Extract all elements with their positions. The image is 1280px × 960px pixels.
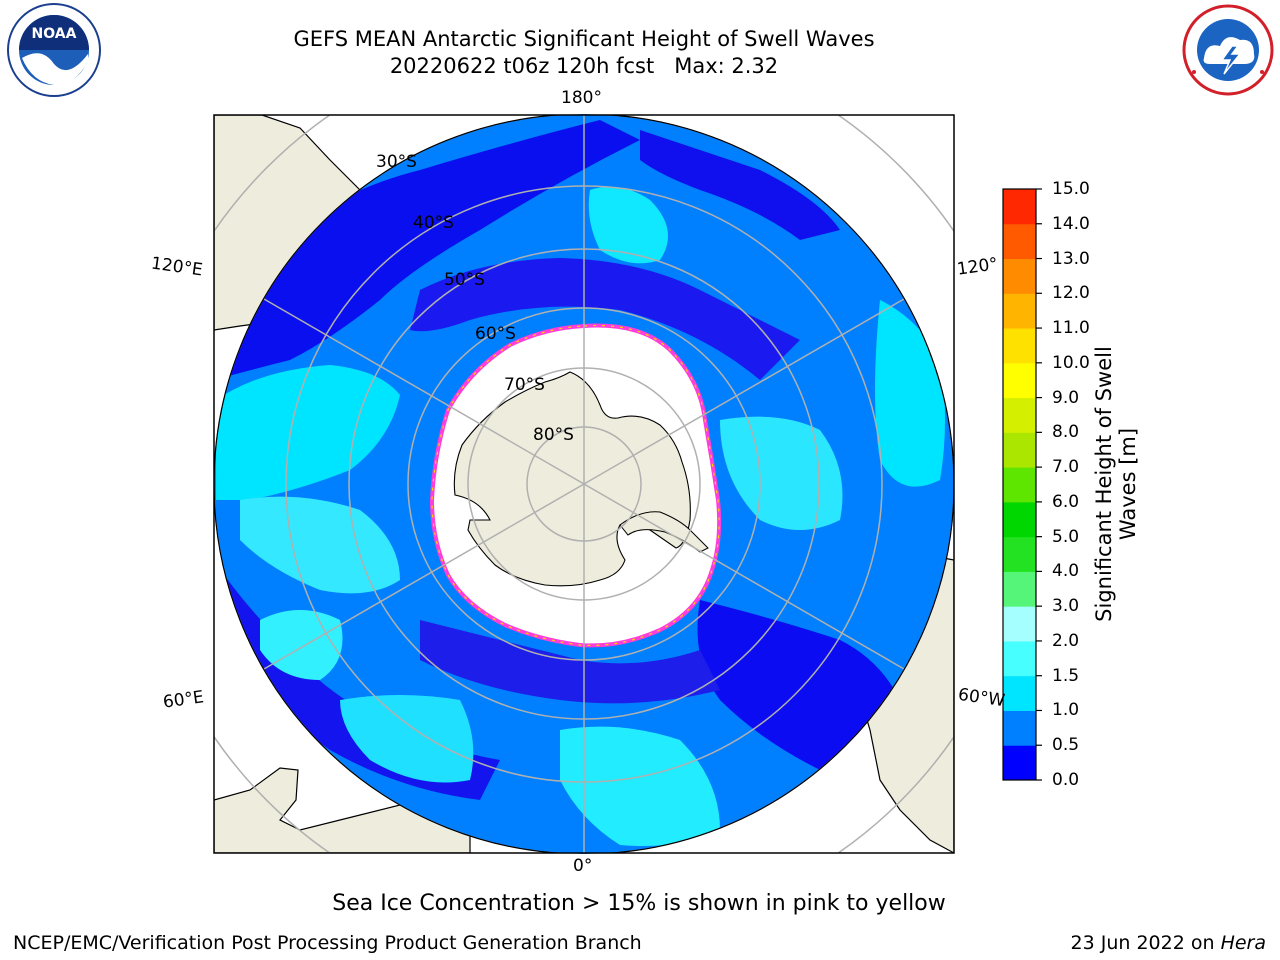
colorbar-swatch — [1003, 467, 1036, 503]
lon-label-0: 0° — [573, 856, 593, 876]
colorbar-tick-label: 0.5 — [1052, 735, 1080, 756]
lat-label-40s: 40°S — [413, 213, 454, 233]
colorbar-tick-label: 6.0 — [1052, 491, 1080, 512]
national-weather-service-logo — [1182, 4, 1274, 96]
colorbar-swatch — [1003, 710, 1036, 746]
colorbar-tick-label: 10.0 — [1052, 352, 1090, 373]
colorbar-swatch — [1003, 745, 1036, 781]
lat-label-60s: 60°S — [475, 324, 516, 344]
land-africa — [214, 767, 471, 853]
colorbar-frame — [1002, 188, 1037, 781]
land-antarctica — [453, 371, 691, 587]
colorbar-swatch — [1003, 501, 1036, 538]
lat-label-30s: 30°S — [376, 152, 417, 172]
colorbar-tick-label: 13.0 — [1052, 248, 1090, 269]
colorbar-tick-label: 12.0 — [1052, 283, 1090, 304]
noaa-logo: NOAA — [7, 3, 101, 97]
colorbar-tick-label: 14.0 — [1052, 213, 1090, 234]
colorbar-tick-label: 9.0 — [1052, 387, 1080, 408]
colorbar-tick-label: 5.0 — [1052, 526, 1080, 547]
colorbar-swatch — [1003, 536, 1036, 572]
colorbar-swatch — [1003, 258, 1036, 294]
footer-branch: NCEP/EMC/Verification Post Processing Pr… — [13, 932, 642, 954]
colorbar-swatch — [1003, 328, 1036, 364]
colorbar-swatch — [1003, 640, 1036, 677]
colorbar-tick-label: 15.0 — [1052, 179, 1090, 199]
colorbar-swatch — [1003, 293, 1036, 329]
colorbar-tick-label: 0.0 — [1052, 770, 1080, 790]
colorbar-swatch — [1003, 675, 1036, 711]
footer-date-text: 23 Jun 2022 on — [1070, 932, 1221, 954]
lat-label-70s: 70°S — [504, 375, 545, 395]
sea-ice-note: Sea Ice Concentration > 15% is shown in … — [332, 891, 946, 916]
colorbar-tick-label: 1.5 — [1052, 665, 1080, 686]
chart-title: GEFS MEAN Antarctic Significant Height o… — [293, 27, 875, 51]
lat-label-50s: 50°S — [444, 270, 485, 290]
chart-subtitle-forecast: 20220622 t06z 120h fcst Max: 2.32 — [389, 54, 779, 78]
colorbar-swatch — [1003, 432, 1036, 468]
noaa-logo-text: NOAA — [32, 26, 77, 42]
colorbar-swatch — [1003, 571, 1036, 607]
colorbar-tick-label: 2.0 — [1052, 630, 1080, 651]
graticule — [214, 115, 954, 853]
colorbar — [1003, 189, 1036, 781]
colorbar-tick-label: 3.0 — [1052, 596, 1080, 617]
footer-system: Hera — [1220, 932, 1266, 954]
colorbar-label: Significant Height of Swell Waves [m] — [1092, 346, 1140, 622]
colorbar-tick-label: 7.0 — [1052, 457, 1080, 478]
colorbar-swatch — [1003, 362, 1036, 399]
colorbar-tick-label: 11.0 — [1052, 318, 1090, 339]
colorbar-swatch — [1003, 223, 1036, 260]
colorbar-swatch — [1003, 606, 1036, 642]
colorbar-tick-label: 4.0 — [1052, 561, 1080, 582]
map-frame — [213, 114, 955, 854]
colorbar-swatch — [1003, 397, 1036, 433]
colorbar-tick-label: 8.0 — [1052, 422, 1080, 443]
lon-label-180: 180° — [561, 88, 602, 108]
footer-date: 23 Jun 2022 on Hera — [1071, 932, 1266, 954]
lat-label-80s: 80°S — [533, 425, 574, 445]
colorbar-swatch — [1003, 189, 1036, 225]
colorbar-tick-label: 1.0 — [1052, 700, 1080, 721]
